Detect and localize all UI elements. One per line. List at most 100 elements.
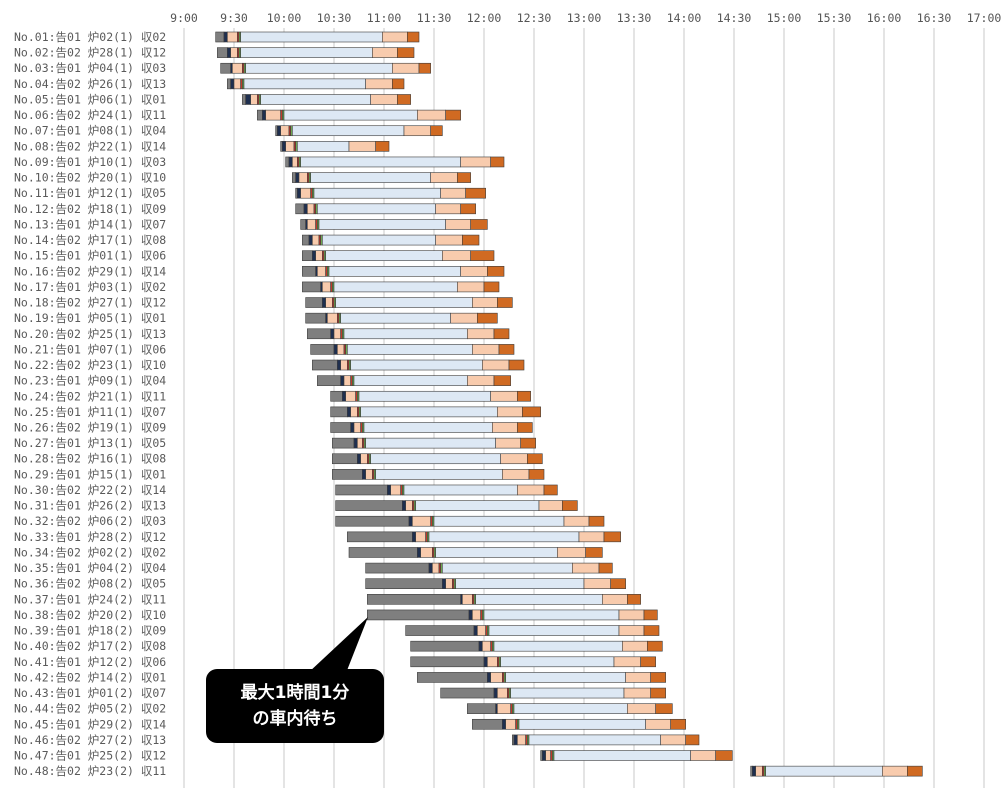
row-bar — [335, 500, 578, 511]
callout-line-2: の車内待ち — [252, 709, 338, 729]
wait-segment — [335, 515, 410, 527]
peach-segment — [317, 265, 326, 277]
light-orange-segment — [490, 390, 518, 402]
wait-segment — [467, 703, 496, 714]
wait-segment — [367, 609, 470, 621]
navy-segment — [428, 562, 433, 574]
blue-segment — [415, 500, 540, 511]
row-bar — [285, 156, 505, 168]
row-label: No.31:告01 炉26(2) 収13 — [14, 499, 166, 513]
row-label: No.41:告01 炉12(2) 収06 — [14, 655, 166, 669]
row-bar — [332, 453, 543, 465]
orange-segment — [650, 672, 666, 683]
orange-segment — [543, 484, 558, 496]
light-orange-segment — [482, 359, 510, 371]
wait-segment — [312, 359, 338, 371]
wait-segment — [242, 94, 246, 105]
peach-segment — [312, 234, 320, 246]
light-orange-segment — [450, 312, 478, 324]
row-bar — [227, 78, 405, 90]
light-orange-segment — [435, 234, 463, 246]
peach-segment — [265, 109, 281, 121]
wait-segment — [440, 687, 495, 699]
navy-segment — [478, 640, 483, 652]
row-label: No.05:告01 炉06(1) 収01 — [14, 92, 166, 106]
navy-segment — [282, 141, 286, 152]
orange-segment — [497, 297, 513, 308]
peach-segment — [505, 718, 516, 730]
peach-segment — [365, 469, 373, 480]
navy-segment — [357, 453, 361, 465]
orange-segment — [392, 78, 405, 90]
x-tick-label: 12:00 — [467, 11, 502, 25]
blue-segment — [310, 172, 431, 183]
row-bar — [367, 609, 658, 621]
row-label: No.06:告02 炉24(1) 収11 — [14, 108, 166, 122]
row-label: No.28:告02 炉16(1) 収08 — [14, 452, 166, 466]
orange-segment — [418, 62, 431, 74]
light-orange-segment — [440, 187, 466, 199]
row-bar — [365, 578, 626, 590]
wait-segment — [417, 672, 488, 683]
navy-segment — [308, 234, 313, 246]
peach-segment — [517, 734, 526, 746]
wait-segment — [257, 109, 263, 121]
orange-segment — [470, 219, 488, 230]
orange-segment — [487, 265, 505, 277]
blue-segment — [510, 687, 625, 699]
light-orange-segment — [882, 765, 908, 777]
light-orange-segment — [645, 718, 671, 730]
blue-segment — [325, 250, 443, 261]
peach-segment — [233, 78, 241, 90]
light-orange-segment — [583, 578, 611, 590]
wait-segment — [332, 437, 355, 449]
blue-segment — [297, 141, 350, 152]
blue-segment — [475, 594, 603, 605]
peach-segment — [482, 640, 491, 652]
wait-segment — [410, 640, 480, 652]
blue-segment — [322, 234, 436, 246]
light-orange-segment — [403, 125, 431, 137]
orange-segment — [527, 453, 543, 465]
row-label: No.17:告01 炉03(1) 収02 — [14, 280, 166, 294]
row-label: No.25:告01 炉11(1) 収07 — [14, 405, 166, 419]
x-tick-label: 15:00 — [767, 11, 802, 25]
row-label: No.20:告02 炉25(1) 収13 — [14, 327, 166, 341]
blue-segment — [513, 703, 628, 714]
light-orange-segment — [460, 265, 488, 277]
row-bar — [242, 94, 411, 105]
blue-segment — [328, 265, 461, 277]
blue-segment — [347, 344, 473, 355]
wait-segment — [305, 312, 326, 324]
light-orange-segment — [492, 422, 518, 433]
wait-segment — [302, 250, 313, 261]
navy-segment — [223, 31, 228, 43]
blue-segment — [433, 515, 565, 527]
row-label: No.48:告02 炉23(2) 収11 — [14, 764, 166, 778]
navy-segment — [473, 625, 478, 636]
wait-segment — [220, 62, 231, 74]
orange-segment — [528, 469, 545, 480]
peach-segment — [390, 484, 401, 496]
navy-segment — [262, 109, 266, 121]
blue-segment — [335, 297, 473, 308]
row-bar — [410, 640, 663, 652]
row-bar — [417, 672, 666, 683]
orange-segment — [462, 234, 480, 246]
row-bar — [280, 141, 390, 152]
row-bar — [302, 265, 505, 277]
blue-segment — [365, 437, 496, 449]
row-bar — [440, 687, 666, 699]
light-orange-segment — [660, 734, 686, 746]
wait-segment — [285, 156, 290, 168]
wait-segment — [305, 297, 323, 308]
blue-segment — [500, 656, 615, 668]
wait-segment — [307, 328, 331, 340]
x-tick-label: 16:30 — [917, 11, 952, 25]
blue-segment — [370, 453, 501, 465]
row-bar — [220, 62, 431, 74]
light-orange-segment — [578, 531, 605, 543]
row-bar — [215, 31, 420, 43]
light-orange-segment — [572, 562, 600, 574]
